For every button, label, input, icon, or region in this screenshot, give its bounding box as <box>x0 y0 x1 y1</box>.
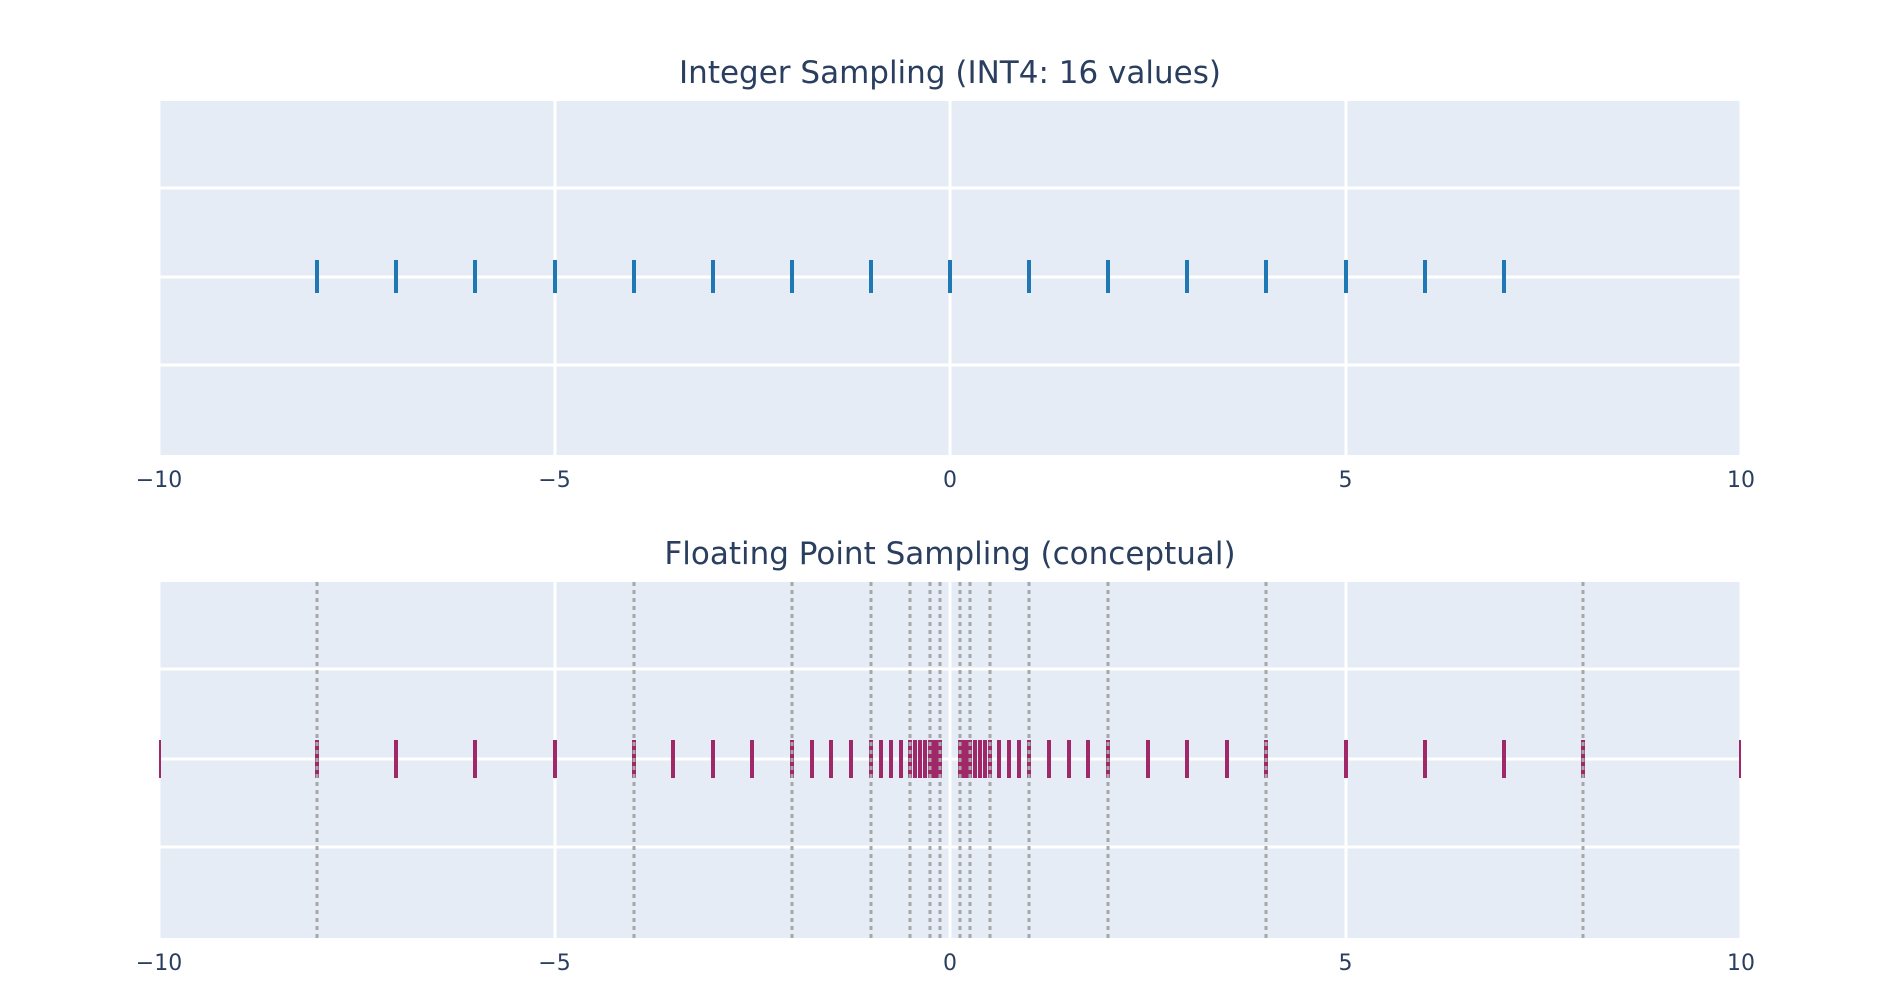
event-tick <box>878 739 883 778</box>
event-tick <box>948 260 952 294</box>
event-tick <box>933 739 938 778</box>
x-tick-label: −10 <box>135 951 183 976</box>
event-tick <box>1066 739 1071 778</box>
event-tick <box>1343 260 1348 294</box>
power-of-two-reference-line <box>988 582 992 938</box>
event-tick <box>1739 739 1741 778</box>
power-of-two-reference-line <box>1581 582 1585 938</box>
event-tick <box>918 739 923 778</box>
power-of-two-reference-line <box>938 582 942 938</box>
event-tick <box>671 739 676 778</box>
gridline-vertical <box>159 101 161 455</box>
event-tick <box>1422 260 1427 294</box>
event-tick <box>913 739 918 778</box>
plot-title: Integer Sampling (INT4: 16 values) <box>679 55 1221 91</box>
gridline-vertical <box>948 582 952 938</box>
x-tick-label: −5 <box>538 468 571 493</box>
power-of-two-reference-line <box>908 582 912 938</box>
event-tick <box>1501 739 1506 778</box>
event-tick <box>315 260 320 294</box>
event-tick <box>394 739 399 778</box>
event-tick <box>1106 260 1111 294</box>
event-tick <box>473 260 478 294</box>
power-of-two-reference-line <box>1106 582 1110 938</box>
event-tick <box>977 739 982 778</box>
event-tick <box>394 260 399 294</box>
event-tick <box>1185 739 1190 778</box>
power-of-two-reference-line <box>790 582 794 938</box>
event-tick <box>849 739 854 778</box>
event-tick <box>809 739 814 778</box>
event-tick <box>1224 739 1229 778</box>
event-tick <box>868 260 873 294</box>
power-of-two-reference-line <box>958 582 962 938</box>
event-tick <box>962 739 967 778</box>
plot-title: Floating Point Sampling (conceptual) <box>664 536 1236 572</box>
event-tick <box>1007 739 1012 778</box>
event-tick <box>935 739 940 778</box>
event-tick <box>552 739 557 778</box>
power-of-two-reference-line <box>1264 582 1268 938</box>
event-tick <box>1185 260 1190 294</box>
event-tick <box>159 739 161 778</box>
x-tick-label: −5 <box>538 951 571 976</box>
event-tick <box>829 739 834 778</box>
power-of-two-reference-line <box>315 582 319 938</box>
event-tick <box>552 260 557 294</box>
event-tick <box>1027 260 1032 294</box>
event-tick <box>930 739 935 778</box>
x-tick-label: 5 <box>1338 951 1353 976</box>
x-axis: −10 −5 0 5 10 <box>136 463 1755 497</box>
plot-area <box>159 101 1741 455</box>
event-tick <box>1145 739 1150 778</box>
event-tick <box>631 260 636 294</box>
plot-area <box>159 582 1741 938</box>
power-of-two-reference-line <box>1027 582 1031 938</box>
power-of-two-reference-line <box>869 582 873 938</box>
event-tick <box>888 739 893 778</box>
x-axis: −10 −5 0 5 10 <box>136 946 1755 980</box>
event-tick <box>789 260 794 294</box>
event-tick <box>1264 260 1269 294</box>
integer-sampling-subplot: Integer Sampling (INT4: 16 values) −10 −5… <box>136 51 1755 497</box>
event-tick <box>1046 739 1051 778</box>
event-tick <box>1343 739 1348 778</box>
gridline-vertical <box>1739 101 1741 455</box>
event-tick <box>1086 739 1091 778</box>
event-tick <box>982 739 987 778</box>
x-tick-label: 10 <box>1727 951 1755 976</box>
event-tick <box>710 260 715 294</box>
event-tick <box>1017 739 1022 778</box>
event-tick <box>997 739 1002 778</box>
power-of-two-reference-line <box>928 582 932 938</box>
event-tick <box>923 739 928 778</box>
event-tick <box>473 739 478 778</box>
event-tick <box>1422 739 1427 778</box>
event-tick <box>960 739 965 778</box>
floating-point-sampling-subplot: Floating Point Sampling (conceptual) −10… <box>136 532 1755 980</box>
power-of-two-reference-line <box>968 582 972 938</box>
x-tick-label: 5 <box>1338 468 1353 493</box>
event-tick <box>965 739 970 778</box>
event-tick <box>750 739 755 778</box>
x-tick-label: 0 <box>943 951 957 976</box>
event-tick <box>898 739 903 778</box>
event-tick <box>972 739 977 778</box>
x-tick-label: 10 <box>1727 468 1755 493</box>
x-tick-label: 0 <box>943 468 957 493</box>
event-tick <box>710 739 715 778</box>
x-tick-label: −10 <box>135 468 183 493</box>
power-of-two-reference-line <box>632 582 636 938</box>
event-tick <box>1501 260 1506 294</box>
